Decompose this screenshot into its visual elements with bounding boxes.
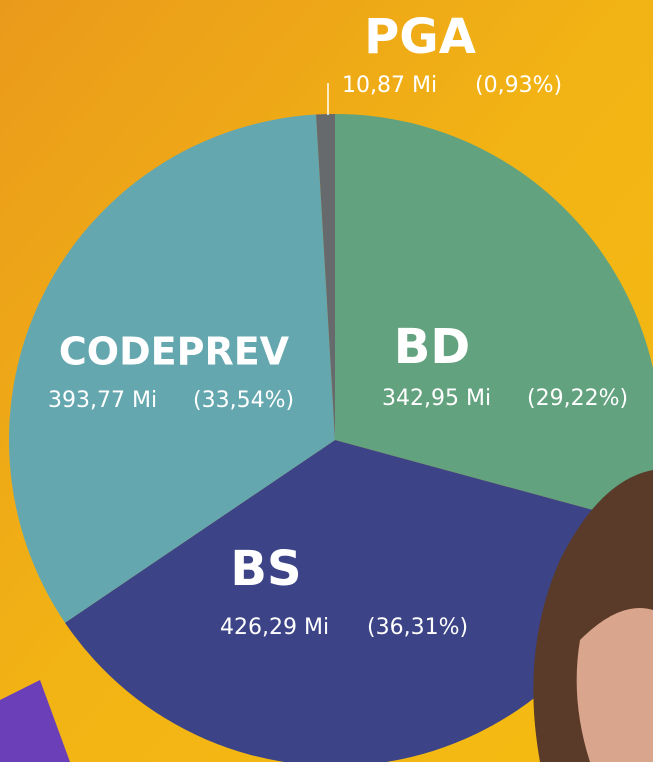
percentage-label: (33,54%) (193, 388, 294, 413)
value-label: 426,29 Mi (220, 615, 329, 640)
slice-name: CODEPREV (59, 330, 290, 374)
value-label: 342,95 Mi (382, 386, 491, 411)
value-label: 393,77 Mi (48, 388, 157, 413)
percentage-label: (0,93%) (475, 73, 562, 98)
value-label: 10,87 Mi (342, 73, 437, 98)
slice-name: BD (394, 319, 470, 375)
slice-name: BS (230, 541, 301, 597)
percentage-label: (29,22%) (527, 386, 628, 411)
page: BD 342,95 Mi (29,22%) BS 426,29 Mi (36,31%) CO… (0, 0, 653, 762)
chart: BD 342,95 Mi (29,22%) BS 426,29 Mi (36,31%) CO… (0, 0, 653, 762)
percentage-label: (36,31%) (367, 615, 468, 640)
slice-name: PGA (364, 9, 476, 65)
